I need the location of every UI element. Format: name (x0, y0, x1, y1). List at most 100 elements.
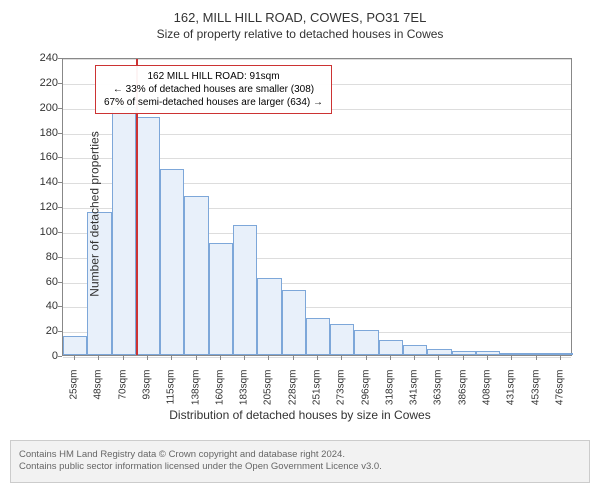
y-tick-label: 20 (28, 325, 58, 337)
y-axis-label: Number of detached properties (88, 131, 102, 296)
y-tick-label: 80 (28, 251, 58, 263)
x-tick (123, 356, 124, 360)
x-tick-label: 386sqm (457, 370, 468, 410)
y-tick (58, 83, 62, 84)
x-tick (244, 356, 245, 360)
y-tick (58, 232, 62, 233)
x-tick (438, 356, 439, 360)
footer-line-1: Contains HM Land Registry data © Crown c… (19, 449, 581, 461)
histogram-bar (112, 107, 136, 355)
x-tick (511, 356, 512, 360)
x-tick-label: 251sqm (312, 370, 323, 410)
y-tick-label: 60 (28, 276, 58, 288)
histogram-bar (306, 318, 330, 355)
x-tick (98, 356, 99, 360)
x-tick-label: 183sqm (239, 370, 250, 410)
x-tick (171, 356, 172, 360)
y-tick (58, 356, 62, 357)
x-tick (220, 356, 221, 360)
x-axis-label: Distribution of detached houses by size … (0, 408, 600, 422)
histogram-bar (549, 353, 573, 355)
gridline (63, 59, 571, 60)
x-tick (536, 356, 537, 360)
histogram-bar (63, 336, 87, 355)
y-tick-label: 240 (28, 52, 58, 64)
chart-title-main: 162, MILL HILL ROAD, COWES, PO31 7EL (0, 10, 600, 25)
chart-container: 162, MILL HILL ROAD, COWES, PO31 7EL Siz… (0, 10, 600, 440)
annotation-line: 67% of semi-detached houses are larger (… (104, 96, 323, 109)
x-tick-label: 228sqm (287, 370, 298, 410)
x-tick-label: 48sqm (93, 370, 104, 410)
y-tick (58, 257, 62, 258)
annotation-line: 162 MILL HILL ROAD: 91sqm (104, 70, 323, 83)
x-tick-label: 70sqm (117, 370, 128, 410)
x-tick (293, 356, 294, 360)
y-tick (58, 207, 62, 208)
histogram-bar (136, 117, 160, 355)
x-tick-label: 115sqm (166, 370, 177, 410)
y-tick (58, 282, 62, 283)
x-tick-label: 205sqm (263, 370, 274, 410)
annotation-box: 162 MILL HILL ROAD: 91sqm← 33% of detach… (95, 65, 332, 114)
x-tick (268, 356, 269, 360)
x-tick (341, 356, 342, 360)
histogram-bar (184, 196, 208, 355)
x-tick-label: 160sqm (214, 370, 225, 410)
y-tick (58, 157, 62, 158)
y-tick-label: 120 (28, 201, 58, 213)
histogram-bar (354, 330, 378, 355)
x-tick-label: 453sqm (530, 370, 541, 410)
y-tick (58, 182, 62, 183)
y-tick-label: 100 (28, 226, 58, 238)
y-tick (58, 331, 62, 332)
annotation-line: ← 33% of detached houses are smaller (30… (104, 83, 323, 96)
y-tick (58, 133, 62, 134)
x-tick-label: 318sqm (384, 370, 395, 410)
x-tick (317, 356, 318, 360)
y-tick-label: 220 (28, 77, 58, 89)
histogram-bar (257, 278, 281, 355)
x-tick-label: 93sqm (142, 370, 153, 410)
plot-area: 162 MILL HILL ROAD: 91sqm← 33% of detach… (62, 58, 572, 356)
histogram-bar (403, 345, 427, 355)
y-tick (58, 306, 62, 307)
x-tick (463, 356, 464, 360)
histogram-bar (476, 351, 500, 355)
histogram-bar (524, 353, 548, 355)
x-tick (414, 356, 415, 360)
x-tick (147, 356, 148, 360)
y-tick-label: 40 (28, 300, 58, 312)
x-tick-label: 273sqm (336, 370, 347, 410)
histogram-bar (379, 340, 403, 355)
x-tick-label: 431sqm (506, 370, 517, 410)
y-tick-label: 160 (28, 151, 58, 163)
histogram-bar (209, 243, 233, 355)
footer-line-2: Contains public sector information licen… (19, 461, 581, 473)
x-tick-label: 138sqm (190, 370, 201, 410)
histogram-bar (330, 324, 354, 355)
x-tick (366, 356, 367, 360)
x-tick (74, 356, 75, 360)
histogram-bar (500, 353, 524, 355)
histogram-bar (452, 351, 476, 355)
histogram-bar (282, 290, 306, 355)
x-tick-label: 296sqm (360, 370, 371, 410)
x-tick-label: 363sqm (433, 370, 444, 410)
chart-title-sub: Size of property relative to detached ho… (0, 27, 600, 41)
x-tick (487, 356, 488, 360)
y-tick-label: 0 (28, 350, 58, 362)
y-tick (58, 108, 62, 109)
x-tick (196, 356, 197, 360)
y-tick (58, 58, 62, 59)
y-tick-label: 140 (28, 176, 58, 188)
x-tick-label: 341sqm (409, 370, 420, 410)
x-tick-label: 408sqm (482, 370, 493, 410)
histogram-bar (160, 169, 184, 355)
histogram-bar (233, 225, 257, 355)
x-tick (390, 356, 391, 360)
x-tick-label: 25sqm (69, 370, 80, 410)
x-tick (560, 356, 561, 360)
footer: Contains HM Land Registry data © Crown c… (10, 440, 590, 483)
histogram-bar (427, 349, 451, 355)
x-tick-label: 476sqm (554, 370, 565, 410)
